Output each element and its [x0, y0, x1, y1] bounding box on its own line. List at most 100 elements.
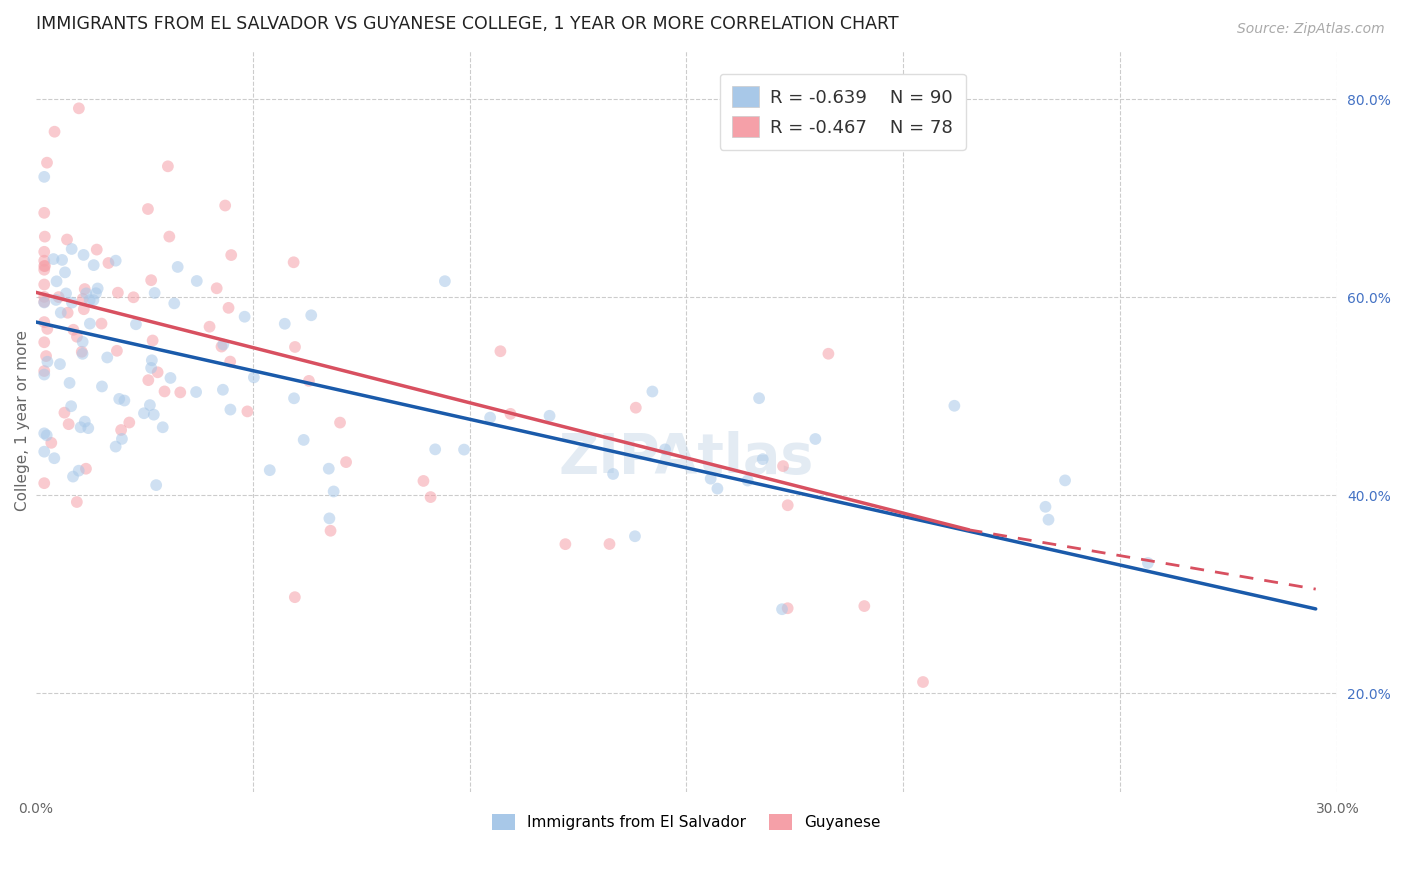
Point — [479, 410, 502, 425]
Y-axis label: College, 1 year or more: College, 1 year or more — [15, 330, 30, 511]
Point — [39, 435, 62, 450]
Point — [219, 402, 242, 417]
Point — [56, 306, 79, 320]
Point — [186, 274, 208, 288]
Point — [298, 374, 321, 388]
Point — [32, 169, 55, 184]
Point — [489, 344, 512, 359]
Point — [163, 296, 186, 310]
Point — [72, 347, 94, 361]
Point — [32, 295, 55, 310]
Point — [748, 391, 770, 405]
Point — [853, 599, 876, 613]
Point — [44, 451, 66, 466]
Point — [911, 675, 934, 690]
Point — [32, 368, 55, 382]
Point — [48, 290, 70, 304]
Point — [453, 442, 475, 457]
Point — [111, 432, 134, 446]
Point — [329, 416, 352, 430]
Point — [82, 293, 104, 307]
Point — [1054, 474, 1077, 488]
Point — [554, 537, 576, 551]
Point — [32, 244, 55, 259]
Point — [776, 498, 799, 512]
Point — [1038, 513, 1060, 527]
Point — [142, 408, 165, 422]
Point — [219, 354, 242, 368]
Point — [49, 357, 72, 371]
Point — [107, 285, 129, 300]
Point — [219, 248, 242, 262]
Point — [32, 206, 55, 220]
Point — [35, 349, 58, 363]
Point — [75, 461, 97, 475]
Point — [32, 277, 55, 292]
Point — [104, 440, 127, 454]
Point — [335, 455, 357, 469]
Point — [66, 330, 89, 344]
Point — [284, 590, 307, 604]
Point — [318, 461, 340, 475]
Point — [45, 274, 67, 288]
Point — [322, 484, 344, 499]
Point — [159, 371, 181, 385]
Point — [34, 259, 56, 273]
Point — [32, 259, 55, 273]
Point — [55, 286, 77, 301]
Point — [53, 265, 76, 279]
Point — [772, 459, 794, 474]
Point — [211, 340, 233, 354]
Point — [274, 317, 297, 331]
Point — [73, 302, 96, 317]
Point — [122, 290, 145, 304]
Point — [1035, 500, 1057, 514]
Point — [67, 464, 90, 478]
Point — [86, 243, 108, 257]
Point — [58, 417, 80, 432]
Point — [419, 490, 441, 504]
Point — [62, 469, 84, 483]
Point — [37, 355, 59, 369]
Point — [212, 337, 235, 351]
Point — [32, 476, 55, 491]
Point — [770, 602, 793, 616]
Point — [32, 426, 55, 441]
Point — [96, 351, 118, 365]
Point — [72, 248, 94, 262]
Point — [283, 255, 305, 269]
Point — [157, 229, 180, 244]
Point — [83, 258, 105, 272]
Point — [60, 242, 83, 256]
Point — [112, 393, 135, 408]
Point — [602, 467, 624, 481]
Point — [60, 295, 83, 310]
Point — [943, 399, 966, 413]
Point — [243, 370, 266, 384]
Point — [198, 319, 221, 334]
Point — [77, 421, 100, 435]
Point — [654, 442, 676, 457]
Point — [110, 423, 132, 437]
Text: IMMIGRANTS FROM EL SALVADOR VS GUYANESE COLLEGE, 1 YEAR OR MORE CORRELATION CHAR: IMMIGRANTS FROM EL SALVADOR VS GUYANESE … — [35, 15, 898, 33]
Point — [97, 256, 120, 270]
Point — [145, 478, 167, 492]
Point — [284, 340, 307, 354]
Point — [214, 198, 236, 212]
Point — [118, 416, 141, 430]
Point — [35, 428, 58, 442]
Point — [125, 318, 148, 332]
Point — [737, 474, 759, 488]
Point — [804, 432, 827, 446]
Point — [425, 442, 447, 457]
Point — [70, 344, 93, 359]
Point — [136, 202, 159, 216]
Point — [49, 306, 72, 320]
Point — [32, 335, 55, 350]
Point — [233, 310, 256, 324]
Point — [433, 274, 456, 288]
Point — [32, 253, 55, 268]
Point — [75, 286, 97, 301]
Point — [32, 444, 55, 458]
Point — [104, 253, 127, 268]
